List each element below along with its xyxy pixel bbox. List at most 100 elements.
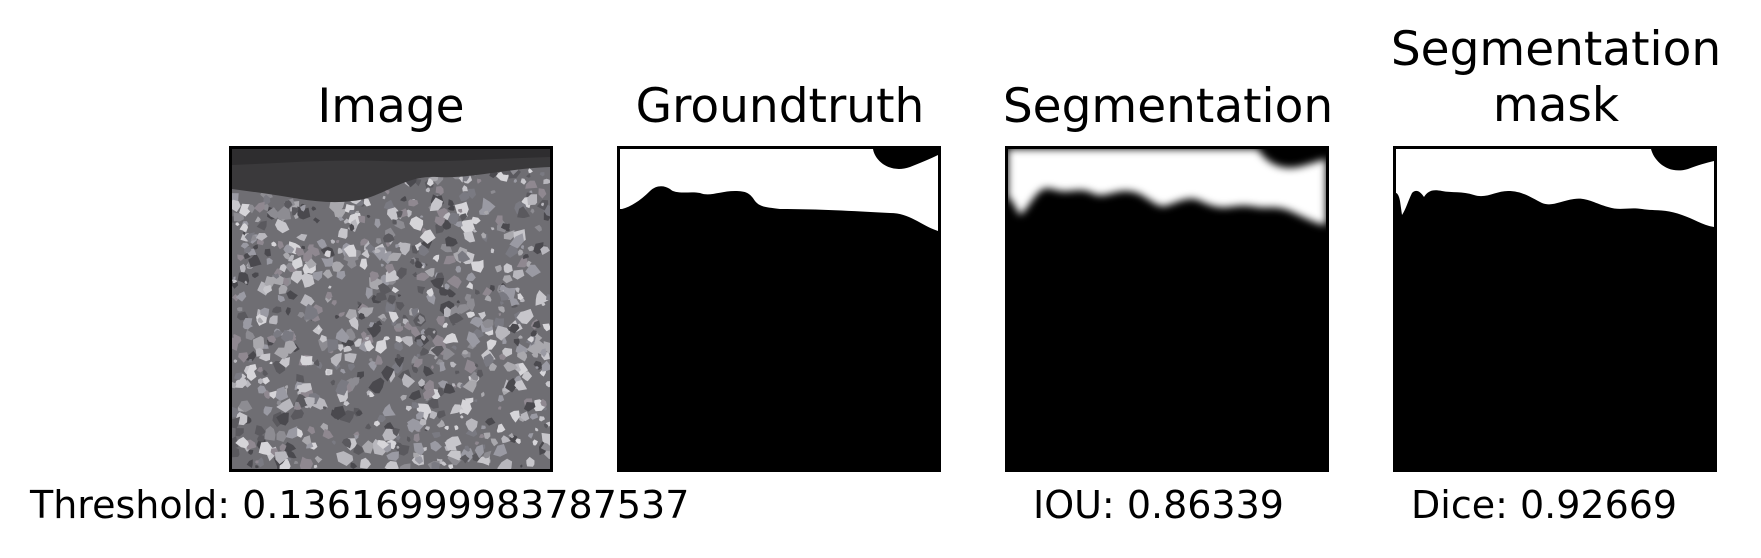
- aggregate-stone: [356, 371, 364, 380]
- aggregate-stone: [256, 233, 268, 241]
- aggregate-stone: [396, 210, 403, 218]
- aggregate-stone: [466, 331, 481, 348]
- aggregate-stone: [395, 335, 403, 343]
- aggregate-stone: [232, 199, 241, 212]
- aggregate-stone: [234, 372, 242, 380]
- aggregate-stone: [423, 379, 435, 391]
- aggregate-stone: [330, 239, 336, 244]
- aggregate-stone: [296, 373, 305, 383]
- aggregate-stone: [260, 307, 270, 318]
- aggregate-stone: [251, 272, 259, 279]
- aggregate-stone: [527, 336, 534, 343]
- aggregate-stone: [505, 377, 518, 393]
- aggregate-stone: [245, 439, 257, 450]
- aggregate-stone: [474, 399, 478, 403]
- aggregate-stone: [274, 347, 289, 360]
- aggregate-stone: [490, 438, 499, 447]
- aggregate-stone: [263, 406, 273, 416]
- aggregate-stone: [243, 252, 251, 260]
- aggregate-stone: [517, 351, 528, 362]
- aggregate-stone: [287, 450, 297, 459]
- aggregate-stone: [304, 303, 319, 320]
- aggregate-stone: [445, 236, 458, 247]
- aggregate-stone: [431, 432, 441, 438]
- aggregate-stone: [413, 433, 420, 443]
- aggregate-stone: [255, 465, 259, 469]
- aggregate-stone: [246, 459, 253, 468]
- aggregate-stone: [541, 432, 550, 448]
- aggregate-stone: [413, 452, 420, 458]
- aggregate-stone: [538, 188, 547, 199]
- panel-image: [229, 146, 553, 472]
- aggregate-stone: [502, 275, 513, 284]
- aggregate-stone: [466, 272, 476, 282]
- aggregate-stone: [467, 188, 476, 199]
- aggregate-stone: [462, 175, 470, 182]
- aggregate-stone: [466, 281, 473, 290]
- aggregate-stone: [499, 353, 507, 361]
- aggregate-stone: [476, 369, 484, 378]
- aggregate-stone: [232, 337, 239, 351]
- aggregate-stone: [369, 391, 375, 398]
- aggregate-stone: [469, 316, 483, 328]
- aggregate-stone: [395, 244, 400, 248]
- aggregate-stone: [490, 190, 496, 194]
- aggregate-stone: [420, 264, 425, 269]
- aggregate-stone: [330, 352, 342, 367]
- aggregate-stone: [348, 316, 359, 331]
- aggregate-stone: [500, 301, 504, 306]
- aggregate-stone: [235, 428, 244, 437]
- aggregate-stone: [290, 270, 303, 284]
- aggregate-stone: [540, 442, 550, 452]
- aggregate-stone: [282, 277, 290, 287]
- aggregate-stone: [540, 348, 547, 358]
- aggregate-stone: [253, 457, 264, 468]
- aggregate-stone: [517, 293, 524, 301]
- aggregate-stone: [443, 346, 455, 360]
- aggregate-stone: [359, 258, 368, 270]
- aggregate-stone: [233, 334, 237, 339]
- aggregate-stone: [501, 435, 511, 444]
- panel-groundtruth: [617, 146, 941, 472]
- aggregate-stone: [463, 231, 476, 243]
- aggregate-stone: [422, 387, 435, 400]
- aggregate-stone: [368, 358, 373, 362]
- aggregate-stone: [532, 439, 538, 446]
- aggregate-stone: [374, 354, 383, 365]
- aggregate-stone: [382, 403, 396, 417]
- aggregate-stone: [336, 270, 346, 280]
- aggregate-stone: [235, 222, 240, 226]
- aggregate-stone: [415, 260, 423, 269]
- aggregate-stone: [455, 304, 470, 314]
- aggregate-stone: [430, 440, 442, 452]
- aggregate-stone: [233, 212, 244, 222]
- aggregate-stone: [413, 358, 423, 368]
- aggregate-stone: [360, 238, 369, 246]
- aggregate-stone: [237, 254, 245, 262]
- aggregate-stone: [459, 409, 466, 415]
- aggregate-stone: [448, 199, 454, 207]
- aggregate-stone: [337, 311, 345, 317]
- aggregate-stone: [374, 218, 381, 229]
- aggregate-stone: [292, 256, 303, 270]
- aggregate-stone: [392, 427, 400, 437]
- aggregate-stone: [447, 450, 461, 461]
- aggregate-stone: [503, 263, 513, 274]
- aggregate-stone: [415, 411, 424, 420]
- aggregate-stone: [341, 438, 352, 449]
- aggregate-stone: [360, 331, 367, 340]
- aggregate-stone: [401, 373, 416, 388]
- aggregate-stone: [290, 406, 304, 420]
- aggregate-stone: [520, 464, 523, 468]
- aggregate-stone: [330, 379, 336, 386]
- aggregate-stone: [409, 216, 424, 231]
- aggregate-stone: [299, 273, 315, 288]
- aggregate-stone: [327, 339, 339, 353]
- aggregate-stone: [396, 267, 407, 280]
- aggregate-stone: [530, 330, 537, 337]
- aggregate-stone: [515, 438, 521, 445]
- aggregate-stone: [358, 312, 366, 320]
- aggregate-stone: [264, 426, 276, 441]
- aggregate-stone: [262, 369, 269, 377]
- aggregate-stone: [257, 385, 267, 394]
